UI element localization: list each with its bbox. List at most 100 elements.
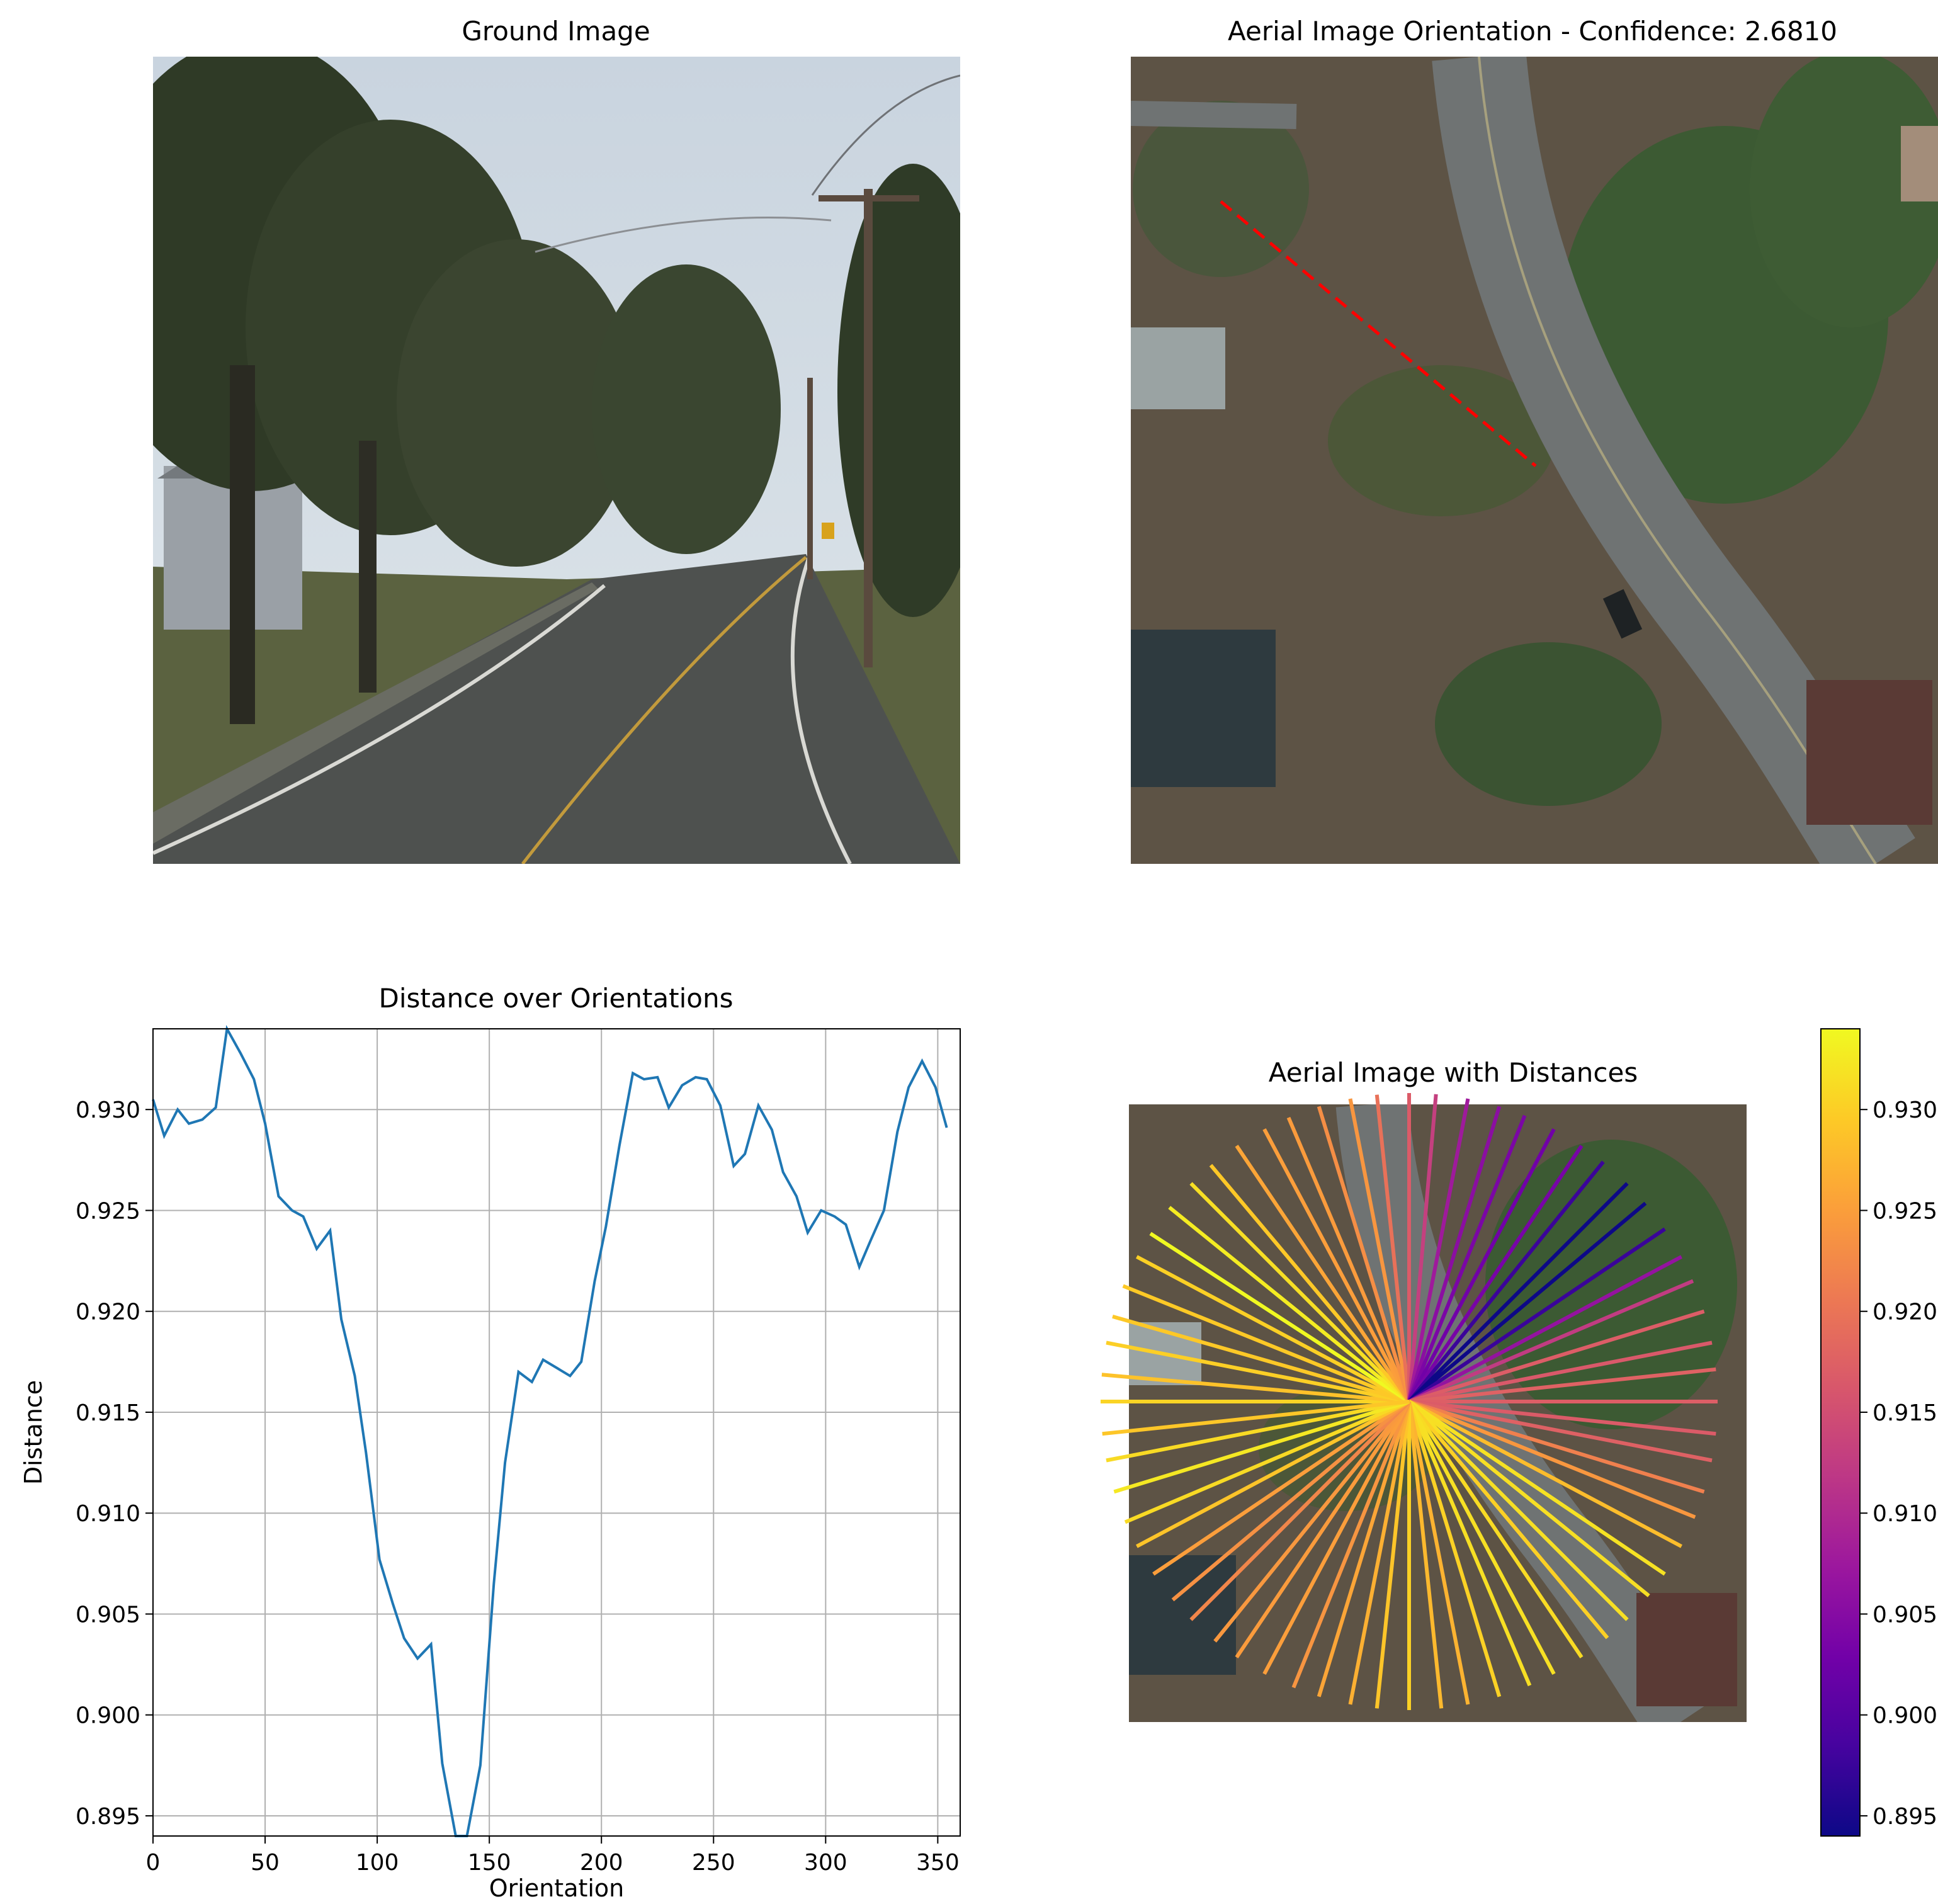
colorbar-tick-label: 0.900	[1873, 1703, 1937, 1729]
orientation-ray	[1374, 1401, 1411, 1709]
orientation-ray	[1102, 1400, 1410, 1436]
colorbar	[1820, 1028, 1861, 1837]
aerial-image	[1131, 57, 1938, 864]
colorbar-tick-label: 0.920	[1873, 1300, 1937, 1325]
aerial-orientation-panel: Aerial Image Orientation - Confidence: 2…	[1131, 16, 1938, 864]
orientation-ray	[1101, 1373, 1410, 1403]
orientation-ray	[1168, 1206, 1410, 1403]
y-tick-label: 0.905	[76, 1602, 140, 1628]
orientation-ray	[1286, 1116, 1411, 1403]
orientation-ray	[1408, 1309, 1705, 1403]
orientation-ray	[1408, 1340, 1713, 1403]
orientation-ray	[1209, 1164, 1411, 1403]
x-tick-label: 350	[916, 1850, 960, 1876]
colorbar-ticks: 0.895 0.900 0.905 0.910 0.915 0.920 0.925 0.930	[1860, 1097, 1937, 1830]
orientation-ray	[1407, 1114, 1527, 1403]
orientation-ray	[1149, 1232, 1410, 1403]
x-axis-ticks: 0 50 100 150 200 250 300 350	[146, 1836, 960, 1876]
x-tick-label: 300	[804, 1850, 847, 1876]
orientation-ray	[1407, 1401, 1444, 1709]
orientation-ray	[1112, 1315, 1410, 1403]
line-chart-title: Distance over Orientations	[378, 983, 733, 1014]
ground-panel: Ground Image	[153, 16, 960, 864]
distance-fan	[1101, 1093, 1718, 1710]
y-tick-label: 0.900	[76, 1703, 140, 1729]
orientation-ray	[1407, 1400, 1609, 1640]
orientation-ray	[1407, 1400, 1629, 1621]
orientation-ray	[1262, 1128, 1411, 1403]
orientation-ray	[1407, 1094, 1438, 1402]
ground-image	[153, 57, 960, 864]
orientation-ray	[1122, 1284, 1410, 1403]
x-tick-label: 200	[580, 1850, 623, 1876]
orientation-ray	[1124, 1400, 1410, 1524]
colorbar-tick-label: 0.925	[1873, 1198, 1937, 1224]
orientation-ray	[1152, 1400, 1410, 1576]
y-tick-label: 0.910	[76, 1501, 140, 1527]
orientation-ray	[1213, 1400, 1411, 1643]
distance-series-line	[152, 1024, 948, 1837]
aerial-orientation-title: Aerial Image Orientation - Confidence: 2…	[1228, 16, 1837, 47]
y-tick-label: 0.920	[76, 1300, 140, 1325]
colorbar-tick-label: 0.905	[1873, 1602, 1937, 1628]
orientation-ray	[1407, 1145, 1584, 1403]
orientation-ray	[1348, 1098, 1411, 1402]
aerial-distances-title: Aerial Image with Distances	[1269, 1057, 1638, 1088]
orientation-ray	[1189, 1182, 1411, 1403]
orientation-ray	[1408, 1201, 1647, 1403]
orientation-marker	[1220, 200, 1537, 467]
orientation-ray	[1407, 1400, 1556, 1675]
colorbar-tick-label: 0.915	[1873, 1400, 1937, 1426]
orientation-ray	[1408, 1400, 1716, 1436]
orientation-ray	[1407, 1160, 1605, 1403]
orientation-ray	[1407, 1182, 1629, 1403]
orientation-ray	[1106, 1400, 1410, 1463]
orientation-ray	[1407, 1401, 1470, 1705]
orientation-ray	[1408, 1400, 1696, 1519]
orientation-ray	[1291, 1400, 1411, 1689]
orientation-ray	[1408, 1400, 1713, 1463]
orientation-ray	[1408, 1367, 1716, 1403]
orientation-ray	[1189, 1400, 1411, 1621]
orientation-ray	[1135, 1255, 1410, 1403]
orientation-ray	[1106, 1340, 1410, 1403]
orientation-ray	[1408, 1279, 1694, 1403]
orientation-ray	[1113, 1400, 1410, 1494]
distance-line-chart: Distance over Orientations 0 50 100 150 200 2…	[20, 983, 961, 1902]
colorbar-tick-label: 0.910	[1873, 1501, 1937, 1527]
orientation-ray	[1407, 1106, 1502, 1402]
orientation-ray	[1407, 1128, 1556, 1403]
orientation-ray	[1317, 1106, 1411, 1402]
orientation-ray	[1407, 1400, 1584, 1658]
orientation-ray	[1135, 1400, 1410, 1548]
ground-image-title: Ground Image	[462, 16, 650, 47]
orientation-ray	[1408, 1255, 1683, 1403]
y-tick-label: 0.895	[76, 1804, 140, 1830]
orientation-ray	[1235, 1400, 1411, 1658]
orientation-ray	[1374, 1094, 1411, 1402]
grid	[152, 1029, 960, 1836]
colorbar-tick-label: 0.930	[1873, 1097, 1937, 1123]
orientation-ray	[1408, 1227, 1666, 1403]
orientation-ray	[1407, 1400, 1532, 1687]
orientation-ray	[1317, 1401, 1411, 1697]
x-tick-label: 50	[251, 1850, 280, 1876]
x-tick-label: 250	[692, 1850, 735, 1876]
x-tick-label: 0	[146, 1850, 161, 1876]
colorbar-tick-label: 0.895	[1873, 1804, 1937, 1830]
orientation-ray	[1408, 1400, 1705, 1494]
x-tick-label: 100	[356, 1850, 399, 1876]
y-axis-label: Distance	[20, 1380, 47, 1485]
orientation-ray	[1235, 1145, 1411, 1403]
orientation-ray	[1407, 1401, 1502, 1697]
orientation-ray	[1408, 1400, 1666, 1576]
y-tick-label: 0.930	[76, 1097, 140, 1123]
orientation-ray	[1171, 1400, 1410, 1602]
x-tick-label: 150	[468, 1850, 511, 1876]
y-axis-ticks: 0.895 0.900 0.905 0.910 0.915 0.920 0.925 0.930	[76, 1097, 153, 1830]
y-tick-label: 0.925	[76, 1198, 140, 1224]
orientation-ray	[1348, 1401, 1411, 1705]
aerial-distances-panel: Aerial Image with Distances 0.8950.9000.…	[1101, 1028, 1937, 1837]
plot-frame	[152, 1028, 961, 1837]
y-tick-label: 0.915	[76, 1400, 140, 1426]
